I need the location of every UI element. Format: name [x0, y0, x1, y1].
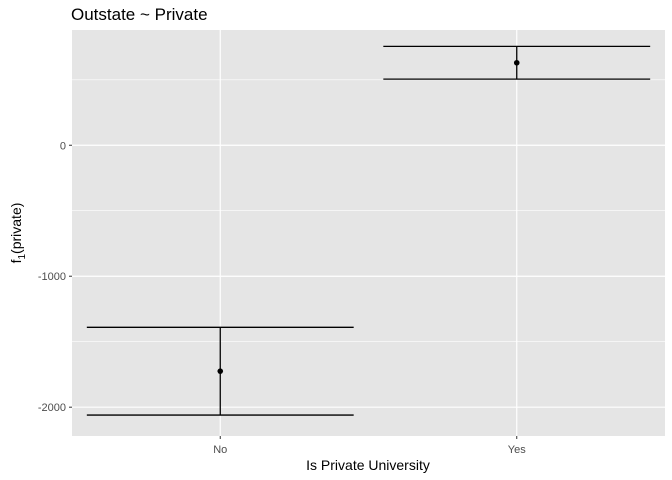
data-point [513, 59, 520, 66]
y-axis: -2000 -1000 0 [38, 140, 72, 414]
y-axis-title: f1(private) [8, 203, 28, 264]
x-axis-title: Is Private University [306, 457, 430, 473]
y-axis-title-base: f [8, 259, 24, 263]
x-tick-label: No [213, 444, 227, 456]
y-tick-label: -1000 [38, 271, 66, 283]
y-axis-title-suffix: (private) [8, 203, 24, 254]
x-tick-label: Yes [508, 444, 526, 456]
y-tick-label: 0 [60, 140, 66, 152]
y-axis-title-subscript: 1 [17, 254, 28, 260]
error-bars [86, 45, 651, 416]
y-tick-label: -2000 [38, 402, 66, 414]
plot-panel [72, 30, 665, 436]
grid-major [72, 30, 665, 436]
chart-title: Outstate ~ Private [71, 5, 208, 24]
grid-minor [72, 79, 665, 343]
x-axis: No Yes [213, 436, 526, 456]
data-point [217, 368, 224, 374]
